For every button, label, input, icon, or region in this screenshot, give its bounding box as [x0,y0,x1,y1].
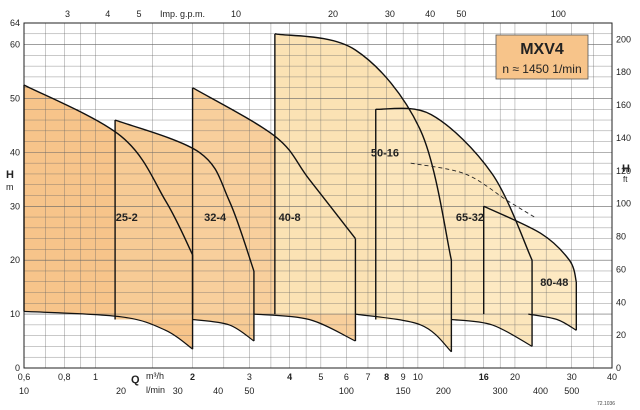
bottom-m3h-tick-label: 40 [607,372,617,382]
right-axis-title: H [622,163,630,175]
bottom-m3h-tick-label: 8 [384,372,389,382]
grid [23,22,613,369]
right-tick-label: 120 [616,166,631,176]
left-tick-label: 0 [15,363,20,373]
left-tick-label: 30 [10,201,20,211]
bottom-lmin-tick-label: 200 [436,386,451,396]
bottom-m3h-tick-label: 3 [247,372,252,382]
curve-lower-50-16 [355,313,452,353]
top-tick-label: 30 [385,9,395,19]
left-tick-label: 10 [10,309,20,319]
q-symbol: Q [131,374,140,386]
chart-subtitle: n ≈ 1450 1/min [502,62,581,76]
left-tick-label: 64 [10,18,20,28]
curve-upper-32-4 [114,119,255,272]
bottom-m3h-tick-label: 0,8 [58,372,71,382]
left-axis-title: H [6,169,14,181]
left-tick-label: 50 [10,93,20,103]
right-tick-label: 200 [616,34,631,44]
bottom-m3h-tick-label: 0,6 [18,372,31,382]
title-box-frame [495,34,589,80]
right-tick-label: 0 [616,363,621,373]
bottom-lmin-tick-label: 30 [173,386,183,396]
bottom-m3h-tick-label: 7 [365,372,370,382]
bottom-lmin-tick-label: 300 [493,386,508,396]
series-label-25-2: 25-2 [116,212,138,224]
bottom-m3h-tick-label: 30 [567,372,577,382]
axes: 0102030405060640204060801001201401601802… [10,9,631,396]
curve-upper-50-16 [274,33,453,261]
bottom-lmin-tick-label: 500 [564,386,579,396]
bottom-lmin-tick-label: 400 [533,386,548,396]
curve-upper-40-8 [192,87,356,240]
curve-upper-25-2 [23,84,194,256]
series-label-50-16: 50-16 [371,147,399,159]
footnote: 72.1036 [597,401,615,407]
bottom-lmin-tick-label: 50 [244,386,254,396]
series-label-40-8: 40-8 [279,212,301,224]
bottom-m3h-tick-label: 2 [190,372,195,382]
right-tick-label: 60 [616,264,626,274]
series-curves [23,33,578,353]
bottom-lmin-tick-label: 10 [19,386,29,396]
bottom-m3h-tick-label: 4 [287,372,292,382]
right-tick-label: 80 [616,232,626,242]
right-tick-label: 180 [616,67,631,77]
left-tick-label: 20 [10,255,20,265]
chart-title: MXV4 [520,41,564,58]
curve-upper-65-32 [375,107,533,261]
series-label-65-32: 65-32 [456,212,484,224]
curve-lower-40-8 [253,313,356,342]
top-tick-label: 5 [136,9,141,19]
right-axis-unit: ft [623,175,628,184]
dashed-curve [410,162,535,218]
series-label-32-4: 32-4 [204,212,227,224]
bottom-m3h-tick-label: 20 [510,372,520,382]
q-unit-m3h: m³/h [146,371,164,381]
series-area-80-48 [483,206,577,331]
bottom-m3h-tick-label: 16 [479,372,489,382]
top-tick-label: 40 [425,9,435,19]
top-tick-label: 50 [456,9,466,19]
right-tick-label: 140 [616,133,631,143]
q-unit-lmin: l/min [146,385,165,395]
top-axis-title: Imp. g.p.m. [160,9,205,19]
curve-lower-25-2 [23,310,193,350]
curve-lower-80-48 [528,313,577,331]
top-tick-label: 3 [65,9,70,19]
left-tick-label: 40 [10,147,20,157]
top-tick-label: 20 [328,9,338,19]
bottom-lmin-tick-label: 40 [213,386,223,396]
bottom-lmin-tick-label: 100 [339,386,354,396]
series-label-80-48: 80-48 [540,277,568,289]
bottom-lmin-tick-label: 20 [116,386,126,396]
top-tick-label: 10 [231,9,241,19]
right-tick-label: 100 [616,199,631,209]
top-tick-label: 4 [105,9,110,19]
bottom-m3h-tick-label: 10 [413,372,423,382]
left-axis-unit: m [6,182,14,192]
curve-upper-80-48 [483,205,577,283]
bottom-m3h-tick-label: 6 [344,372,349,382]
right-tick-label: 40 [616,297,626,307]
top-tick-label: 100 [551,9,566,19]
curve-lower-65-32 [451,318,533,347]
series-labels: 25-2 32-4 40-8 50-16 65-32 80-48 [116,147,569,288]
bottom-m3h-tick-label: 9 [401,372,406,382]
bottom-m3h-tick-label: 1 [93,372,98,382]
curve-lower-32-4 [192,318,255,342]
bottom-lmin-tick-label: 150 [396,386,411,396]
left-tick-label: 60 [10,40,20,50]
title-box: MXV4 n ≈ 1450 1/min [495,34,589,80]
right-tick-label: 160 [616,100,631,110]
right-tick-label: 20 [616,330,626,340]
bottom-m3h-tick-label: 5 [318,372,323,382]
